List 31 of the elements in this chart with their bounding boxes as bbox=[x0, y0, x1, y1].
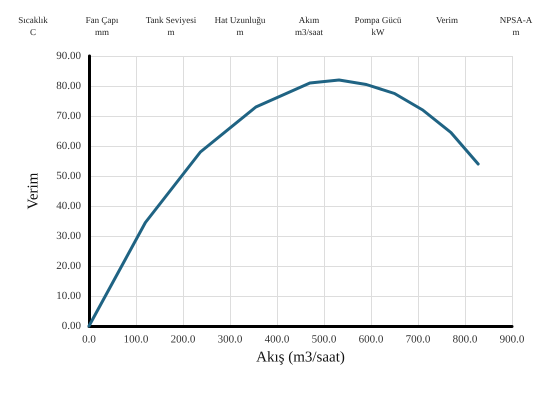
y-tick-label: 10.00 bbox=[56, 290, 82, 302]
text: NPSA-A m bbox=[500, 15, 533, 37]
x-axis-title: Akış (m3/saat) bbox=[256, 350, 345, 366]
y-tick-label: 90.00 bbox=[56, 50, 82, 62]
y-tick-label: 40.00 bbox=[56, 200, 82, 212]
x-tick-label: 400.0 bbox=[264, 334, 290, 346]
x-tick-label: 100.0 bbox=[124, 334, 149, 346]
x-tick-label: 700.0 bbox=[406, 334, 431, 346]
text: Akım m3/saat bbox=[295, 15, 324, 37]
x-tick-label: 0.0 bbox=[82, 334, 96, 346]
x-tick-label: 300.0 bbox=[218, 334, 243, 346]
text: Tank Seviyesi m bbox=[146, 15, 197, 37]
x-tick-label: 500.0 bbox=[312, 334, 337, 346]
y-tick-label: 50.00 bbox=[56, 170, 82, 182]
text: Sıcaklık C bbox=[18, 15, 48, 37]
text: Hat Uzunluğu m bbox=[214, 15, 266, 37]
text: Fan Çapı mm bbox=[86, 15, 119, 37]
y-tick-label: 80.00 bbox=[56, 80, 82, 92]
y-tick-label: 60.00 bbox=[56, 140, 82, 152]
x-tick-label: 600.0 bbox=[358, 334, 384, 346]
x-tick-label: 200.0 bbox=[170, 334, 196, 346]
y-tick-label: 30.00 bbox=[56, 230, 82, 242]
y-tick-label: 20.00 bbox=[56, 260, 82, 272]
text: Verim bbox=[436, 15, 458, 25]
x-tick-label: 800.0 bbox=[452, 334, 478, 346]
y-axis-title: Verim bbox=[26, 172, 42, 210]
y-tick-label: 70.00 bbox=[56, 110, 82, 122]
x-tick-label: 900.0 bbox=[500, 334, 525, 346]
line-series bbox=[88, 78, 480, 328]
text: Pompa Gücü kW bbox=[354, 15, 402, 37]
y-tick-label: 0.00 bbox=[62, 320, 82, 332]
